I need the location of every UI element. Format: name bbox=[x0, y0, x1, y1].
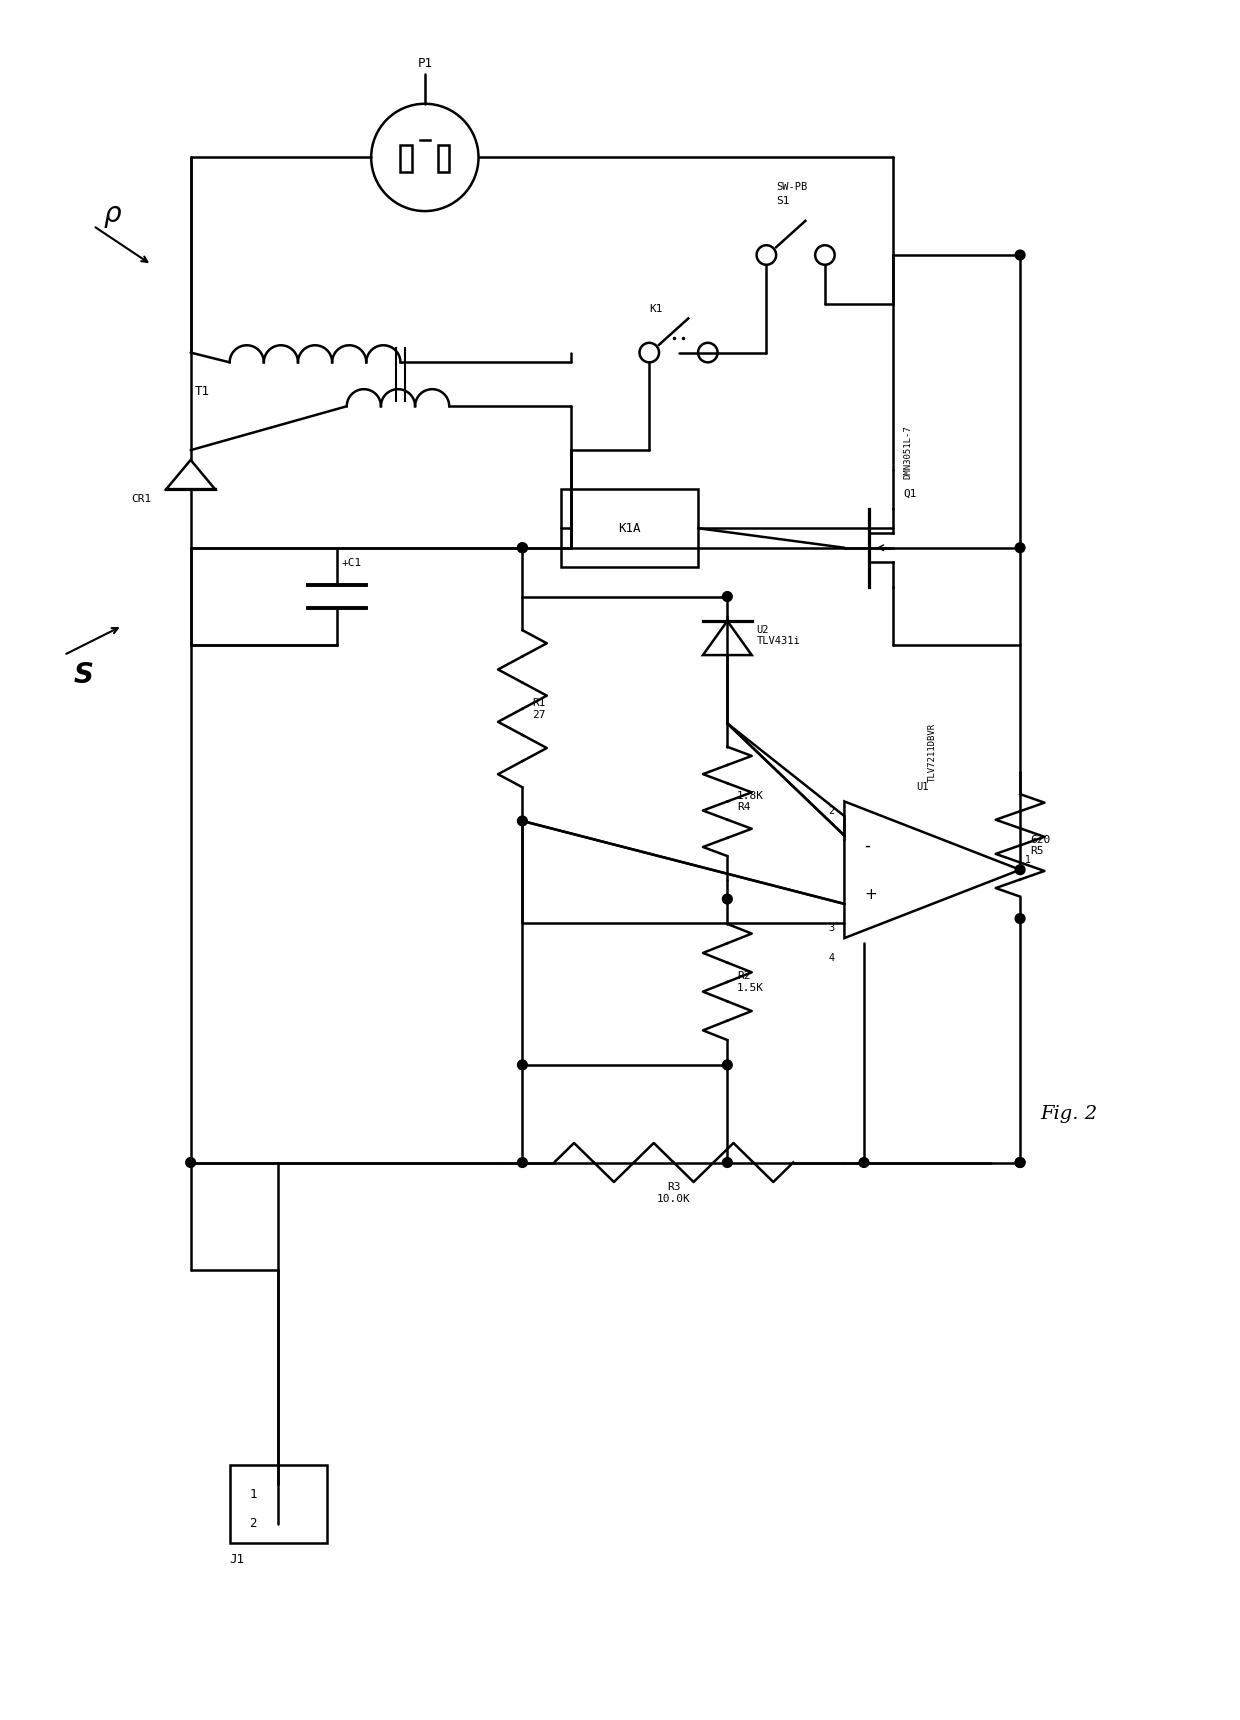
Circle shape bbox=[517, 544, 527, 552]
Text: K1A: K1A bbox=[619, 521, 641, 535]
Text: DMN3051L-7: DMN3051L-7 bbox=[903, 425, 911, 480]
Text: 1.8K
R4: 1.8K R4 bbox=[737, 791, 764, 812]
Text: 1: 1 bbox=[1025, 855, 1032, 865]
Bar bbox=[562, 488, 698, 568]
Polygon shape bbox=[166, 459, 215, 488]
Text: K1: K1 bbox=[650, 303, 662, 313]
Text: R2
1.5K: R2 1.5K bbox=[737, 972, 764, 992]
Text: 1: 1 bbox=[249, 1488, 257, 1502]
Circle shape bbox=[723, 894, 732, 905]
Text: T1: T1 bbox=[195, 385, 210, 397]
Circle shape bbox=[1016, 1158, 1025, 1168]
Circle shape bbox=[1016, 913, 1025, 924]
Text: SW-PB: SW-PB bbox=[776, 182, 807, 191]
Text: R1
27: R1 27 bbox=[532, 698, 546, 719]
Circle shape bbox=[1016, 1158, 1025, 1168]
Text: S: S bbox=[73, 660, 93, 688]
Text: TLV7211DBVR: TLV7211DBVR bbox=[928, 722, 936, 783]
Text: S1: S1 bbox=[776, 196, 790, 206]
Text: +C1: +C1 bbox=[342, 557, 362, 568]
Bar bbox=[438, 144, 449, 172]
Text: U2
TLV431i: U2 TLV431i bbox=[756, 624, 800, 647]
Text: +: + bbox=[864, 886, 877, 901]
Text: -: - bbox=[864, 836, 869, 855]
Circle shape bbox=[723, 592, 732, 602]
Bar bbox=[229, 1465, 327, 1543]
Circle shape bbox=[1016, 865, 1025, 875]
Bar bbox=[401, 144, 412, 172]
Text: 3: 3 bbox=[828, 924, 835, 934]
Polygon shape bbox=[844, 802, 1021, 937]
Text: 2: 2 bbox=[828, 807, 835, 817]
Circle shape bbox=[517, 1060, 527, 1070]
Circle shape bbox=[517, 815, 527, 826]
Circle shape bbox=[1016, 249, 1025, 260]
Text: $\rho$: $\rho$ bbox=[103, 201, 123, 230]
Circle shape bbox=[723, 1060, 732, 1070]
Circle shape bbox=[186, 1158, 196, 1168]
Text: Q1: Q1 bbox=[903, 488, 916, 499]
Text: 2: 2 bbox=[249, 1517, 257, 1531]
Circle shape bbox=[1016, 544, 1025, 552]
Text: U1: U1 bbox=[916, 781, 929, 791]
Text: 620
R5: 620 R5 bbox=[1030, 834, 1050, 857]
Circle shape bbox=[517, 544, 527, 552]
Polygon shape bbox=[703, 621, 751, 655]
Text: J1: J1 bbox=[229, 1553, 244, 1565]
Text: R3
10.0K: R3 10.0K bbox=[657, 1182, 691, 1204]
Text: CR1: CR1 bbox=[131, 494, 151, 504]
Circle shape bbox=[859, 1158, 869, 1168]
Circle shape bbox=[517, 1158, 527, 1168]
Text: 4: 4 bbox=[828, 953, 835, 963]
Circle shape bbox=[723, 1158, 732, 1168]
Text: Fig. 2: Fig. 2 bbox=[1040, 1104, 1097, 1123]
Text: P1: P1 bbox=[418, 57, 433, 69]
